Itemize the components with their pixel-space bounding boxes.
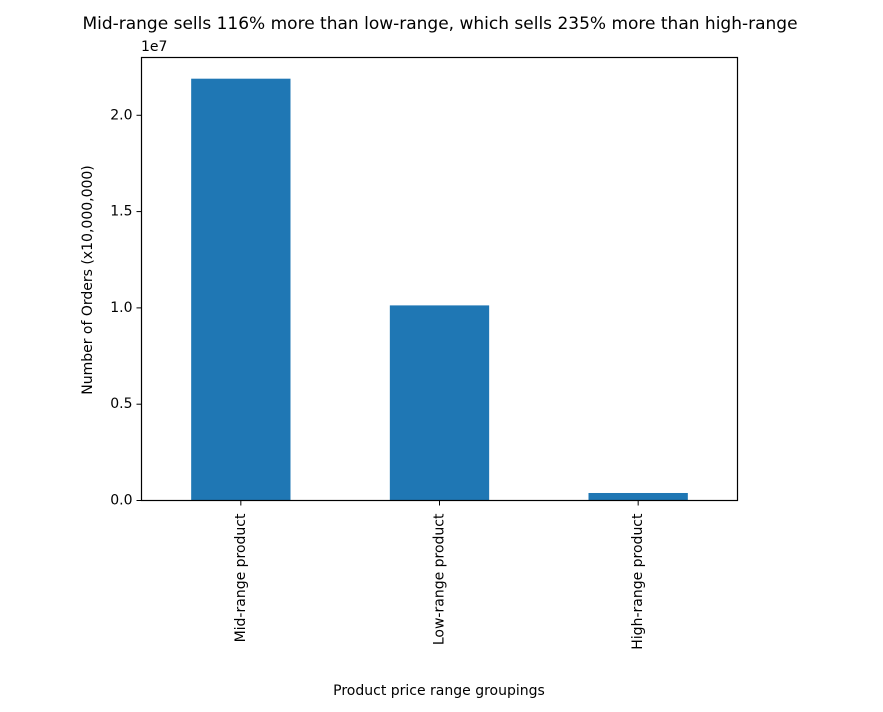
y-tick-label: 1.0 [110, 300, 132, 316]
x-axis-label: Product price range groupings [333, 683, 545, 699]
x-axis-ticks: Mid-range product Low-range product High-r… [233, 500, 646, 650]
y-tick-label: 2.0 [110, 107, 132, 123]
bar-3 [588, 492, 688, 501]
y-axis-label: Number of Orders (x10,000,000) [80, 165, 96, 395]
x-tick-label: Low-range product [432, 513, 448, 645]
x-tick-label: High-range product [630, 513, 646, 650]
y-tick-label: 0.0 [110, 493, 132, 509]
bars [191, 78, 688, 501]
chart-title: Mid-range sells 116% more than low-range… [82, 14, 797, 34]
axis-offset-label: 1e7 [141, 39, 167, 55]
y-tick-label: 0.5 [110, 396, 132, 412]
y-tick-label: 1.5 [110, 204, 132, 220]
bar-2 [389, 305, 490, 501]
x-tick-label: Mid-range product [233, 513, 249, 642]
bar-1 [191, 78, 291, 501]
y-axis-ticks: 0.0 0.5 1.0 1.5 2.0 [110, 107, 142, 509]
